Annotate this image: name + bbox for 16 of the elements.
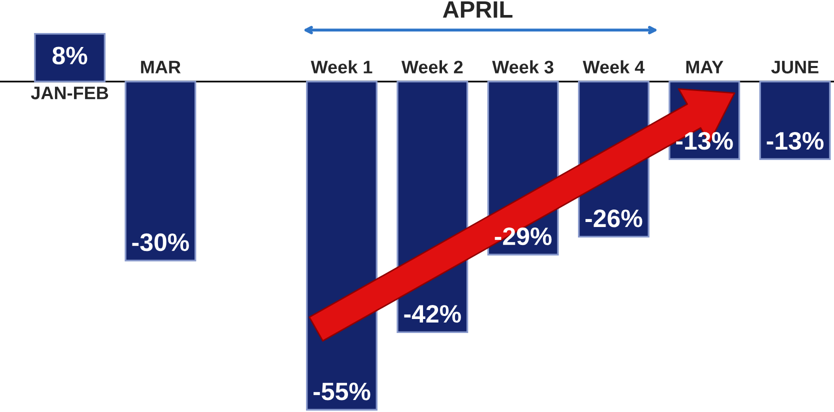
x-tick-label: Week 3 — [492, 60, 554, 74]
data-label: 8% — [52, 46, 88, 64]
data-label: -30% — [132, 233, 189, 252]
data-label: -13% — [766, 132, 824, 150]
x-tick-label: Week 1 — [310, 60, 372, 74]
x-tick-label: JAN-FEB — [30, 86, 108, 100]
data-label: -42% — [404, 305, 461, 323]
x-tick-label: MAR — [141, 60, 181, 74]
text: APRIL — [442, 1, 512, 18]
x-tick-label: Week 2 — [401, 60, 463, 74]
x-tick-label: JUNE — [771, 60, 818, 74]
data-label: -13% — [676, 132, 733, 150]
data-label: -26% — [586, 210, 642, 228]
x-tick-label: Week 4 — [582, 60, 645, 74]
data-label: -55% — [314, 382, 370, 400]
x-tick-label: MAY — [686, 60, 724, 74]
